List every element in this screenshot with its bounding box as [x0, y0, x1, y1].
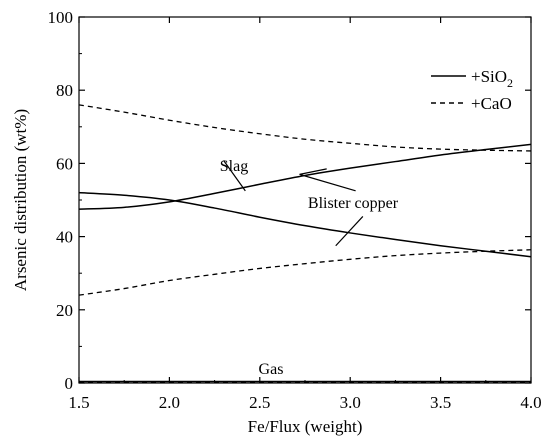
x-tick-label: 3.5: [430, 393, 451, 412]
blister-copper-pointer-down: [335, 216, 364, 247]
y-axis-title: Arsenic distribution (wt%): [11, 109, 30, 291]
y-tick-label: 60: [56, 154, 73, 173]
x-tick-label: 1.5: [68, 393, 89, 412]
annotation-gas: Gas: [259, 361, 284, 378]
tick-labels: 1.5 2.0 2.5 3.0 3.5 4.0 0 20 40 60 80 100: [48, 8, 542, 412]
annotation-slag: Slag: [220, 158, 248, 175]
series-line-blister-copper-sio2: [78, 191, 532, 258]
slag-pointer: [223, 160, 246, 192]
legend-label-cao: +CaO: [471, 94, 512, 113]
plot-frame: [78, 16, 532, 384]
x-tick-label: 4.0: [520, 393, 541, 412]
axis-ticks: [78, 16, 532, 384]
x-tick-label: 2.0: [159, 393, 180, 412]
series-layer: [78, 104, 532, 383]
y-tick-label: 0: [65, 374, 74, 393]
series-line-blister-copper-cao: [78, 249, 532, 296]
legend: +SiO2 +CaO: [431, 67, 513, 113]
legend-label-sio2: +SiO2: [471, 67, 513, 90]
y-tick-label: 100: [48, 8, 74, 27]
blister-copper-pointer-up: [299, 168, 356, 192]
annotation-blister-copper: Blister copper: [308, 195, 399, 212]
x-tick-label: 2.5: [249, 393, 270, 412]
series-line-slag-sio2: [78, 143, 532, 210]
x-axis-title: Fe/Flux (weight): [248, 417, 363, 436]
y-tick-label: 40: [56, 228, 73, 247]
y-tick-label: 80: [56, 81, 73, 100]
y-tick-label: 20: [56, 301, 73, 320]
x-tick-label: 3.0: [340, 393, 361, 412]
series-line-slag-cao: [78, 104, 532, 152]
annotation-pointers: [223, 160, 364, 247]
